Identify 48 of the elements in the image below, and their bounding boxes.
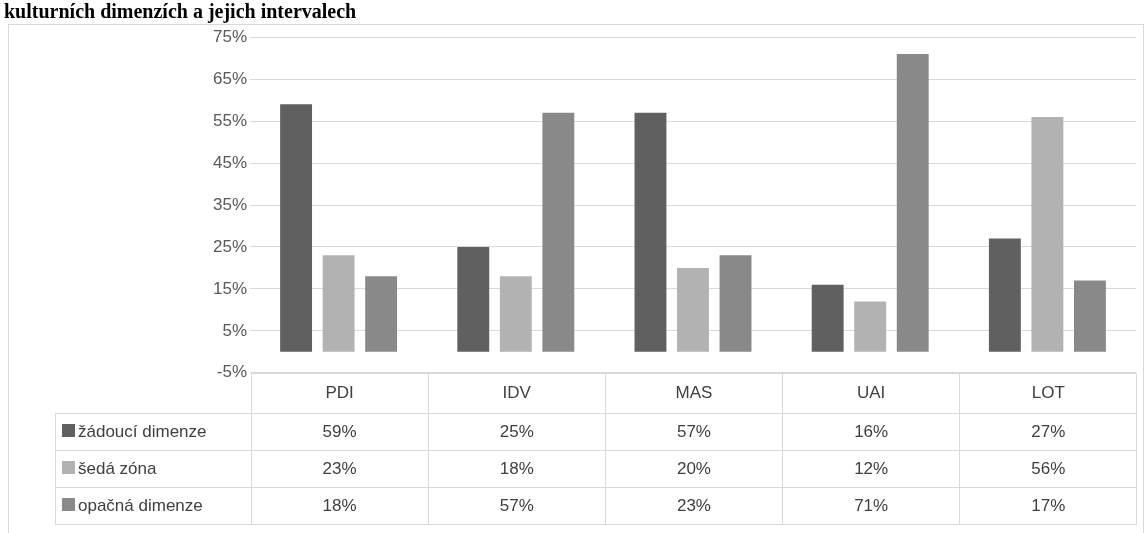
y-tick-label: 35% <box>212 194 247 214</box>
data-label: 23% <box>605 487 783 525</box>
y-tick-label: -5% <box>216 362 247 382</box>
data-label: 71% <box>782 487 960 525</box>
data-label: 17% <box>959 487 1137 525</box>
data-label: 57% <box>605 413 783 451</box>
x-tick-label: MAS <box>605 373 783 414</box>
data-label: 23% <box>251 450 429 488</box>
bar <box>499 276 532 352</box>
x-tick-label: PDI <box>251 373 429 414</box>
bar <box>280 104 313 352</box>
y-tick-label: 25% <box>212 236 247 256</box>
bar <box>1073 280 1106 352</box>
y-tick-label: 75% <box>212 26 247 46</box>
y-tick-label: 55% <box>212 110 247 130</box>
data-label: 57% <box>428 487 606 525</box>
data-label: 27% <box>959 413 1137 451</box>
legend-label: šedá zóna <box>78 458 157 478</box>
y-tick-label: 65% <box>212 68 247 88</box>
bar <box>677 267 709 352</box>
bar <box>634 112 667 352</box>
chart-title: kulturních dimenzích a jejich intervalech <box>4 0 357 22</box>
bar <box>322 255 355 352</box>
bar <box>542 112 575 352</box>
y-tick-label: 45% <box>212 152 247 172</box>
y-tick-label: 15% <box>212 278 247 298</box>
bar <box>365 276 398 352</box>
legend-label: opačná dimenze <box>78 495 203 515</box>
data-label: 59% <box>251 413 429 451</box>
bar <box>719 255 752 352</box>
data-label: 16% <box>782 413 960 451</box>
bar <box>1031 116 1064 352</box>
y-tick-label: 5% <box>222 320 247 340</box>
legend-label: žádoucí dimenze <box>78 421 207 441</box>
bar <box>811 284 844 352</box>
x-tick-label: UAI <box>782 373 960 414</box>
bar <box>457 246 490 352</box>
data-label: 56% <box>959 450 1137 488</box>
data-label: 18% <box>428 450 606 488</box>
data-label: 18% <box>251 487 429 525</box>
bar <box>896 53 929 352</box>
data-label: 20% <box>605 450 783 488</box>
bar <box>854 301 887 352</box>
data-label: 12% <box>782 450 960 488</box>
x-tick-label: IDV <box>428 373 606 414</box>
data-label: 25% <box>428 413 606 451</box>
bar <box>988 238 1021 352</box>
x-tick-label: LOT <box>959 373 1137 414</box>
